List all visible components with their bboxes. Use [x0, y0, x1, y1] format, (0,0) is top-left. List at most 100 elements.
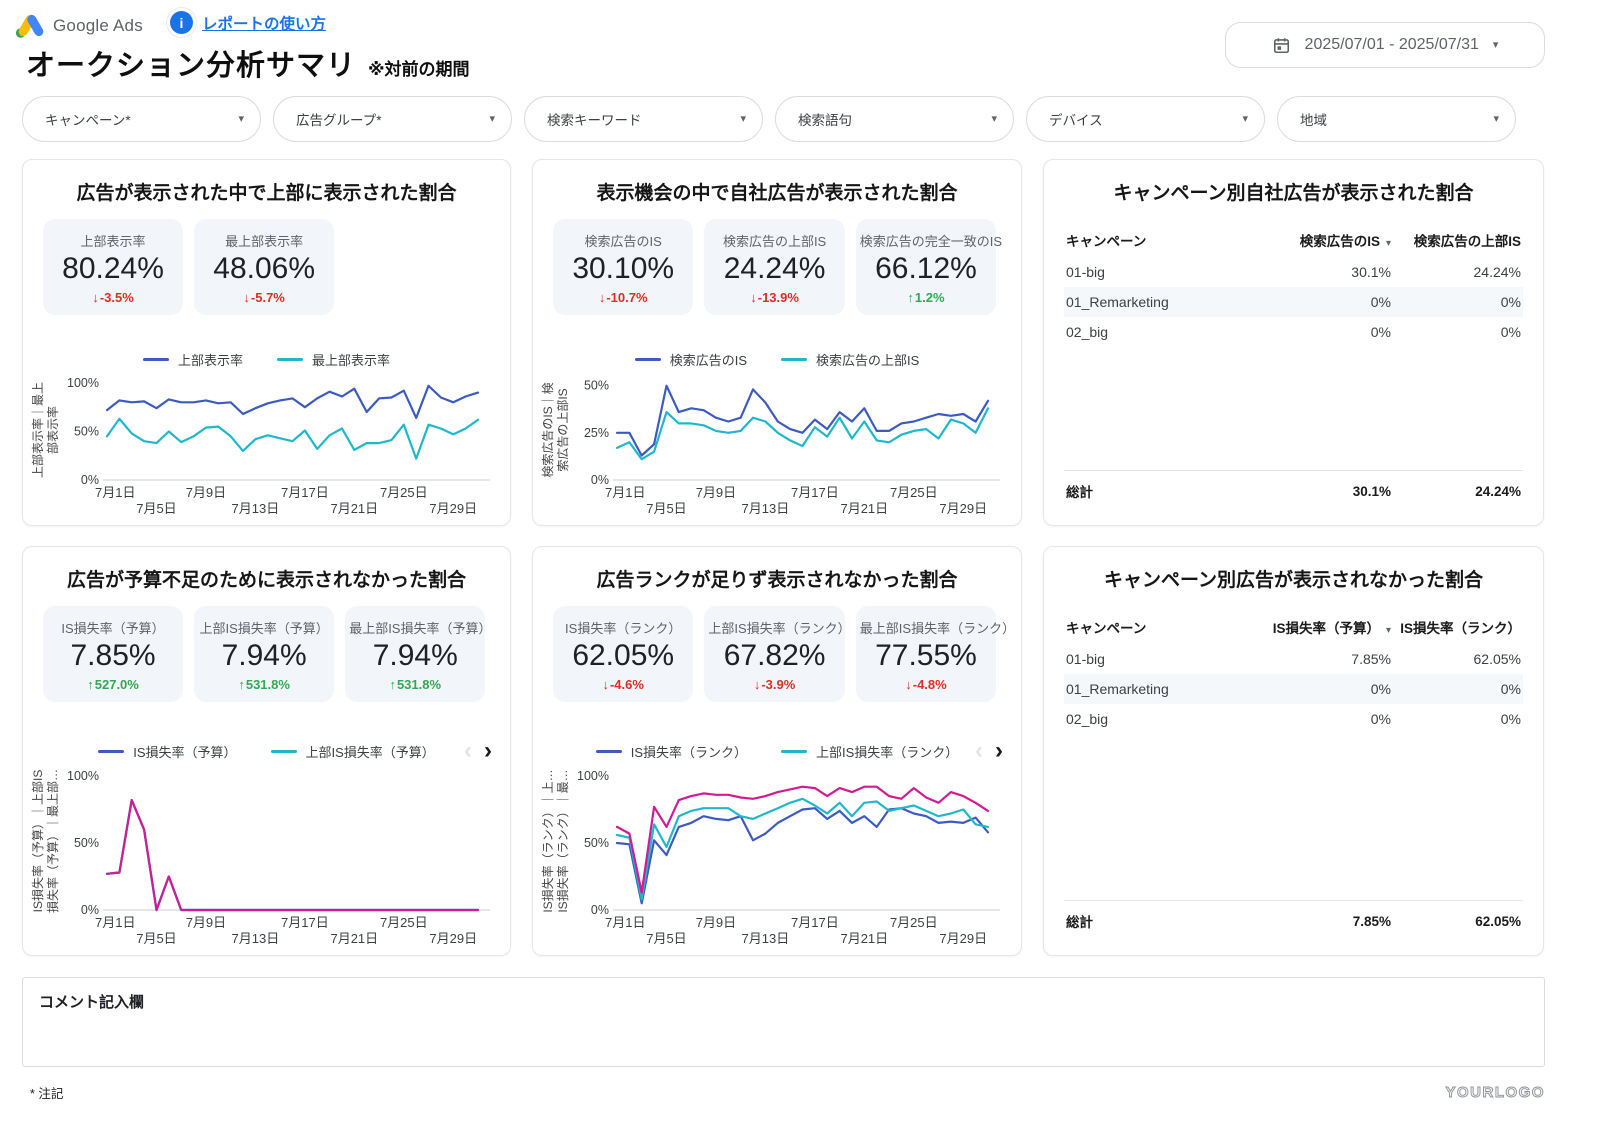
watermark-logo: YOURLOGO	[1445, 1084, 1545, 1102]
line-chart-svg: IS損失率（ランク）｜上… IS損失率（ランク）｜最… 0%50%100%7月1日7…	[540, 769, 1000, 946]
scorecard: IS損失率（予算） 7.85% ↑527.0%	[43, 606, 184, 702]
chart-prev-button[interactable]: ‹	[975, 737, 983, 764]
comment-box[interactable]: コメント記入欄	[22, 977, 1545, 1067]
table-row[interactable]: 01_Remarketing 0% 0%	[1064, 287, 1523, 317]
svg-text:7月1日: 7月1日	[605, 485, 645, 500]
legend-swatch	[781, 749, 807, 753]
svg-text:7月17日: 7月17日	[281, 485, 329, 500]
legend-label: IS損失率（ランク）	[630, 744, 747, 760]
svg-text:7月21日: 7月21日	[840, 501, 888, 516]
scorecard-delta: ↑527.0%	[87, 677, 139, 692]
scorecard-value: 62.05%	[572, 639, 675, 672]
legend-label: 上部表示率	[177, 352, 243, 368]
svg-text:7月5日: 7月5日	[136, 931, 176, 946]
scorecard-value: 67.82%	[723, 639, 826, 672]
table-header-cell[interactable]: 検索広告のIS ▾	[1299, 234, 1391, 249]
legend-item: 上部表示率	[142, 350, 243, 369]
trend-up-icon: ↑	[87, 677, 94, 692]
line-chart-svg: IS損失率（予算）｜上部IS 損失率（予算）｜最上部… 0%50%100%7月1日7…	[30, 769, 490, 946]
filter-chip-label: 検索語句	[798, 113, 852, 128]
chevron-down-icon: ▾	[1492, 38, 1499, 51]
table-row[interactable]: 01_Remarketing 0% 0%	[1064, 674, 1523, 704]
table-header-cell[interactable]: IS損失率（ランク）	[1400, 621, 1521, 636]
legend-item: 上部IS損失率（予算）	[270, 742, 435, 761]
table-header-cell[interactable]: キャンペーン	[1066, 234, 1147, 249]
table-header-cell[interactable]: 検索広告の上部IS	[1413, 234, 1521, 249]
panel-title: 広告ランクが足りず表示されなかった割合	[596, 570, 958, 591]
page-title-row: オークション分析サマリ ※対前の期間	[26, 42, 470, 84]
chart-legend: IS損失率（ランク） 上部IS損失率（ランク） ‹ ›	[563, 739, 1003, 763]
legend-swatch	[781, 357, 807, 361]
filter-chip-2[interactable]: 検索キーワード ▾	[524, 96, 763, 142]
help-link[interactable]: レポートの使い方	[202, 15, 327, 33]
scorecard-value: 77.55%	[875, 639, 977, 672]
filter-chip-5[interactable]: 地域 ▾	[1277, 96, 1516, 142]
svg-text:25%: 25%	[584, 426, 609, 440]
legend-item: 検索広告の上部IS	[781, 350, 919, 369]
legend-label: IS損失率（予算）	[133, 744, 237, 760]
chevron-down-icon: ▾	[1493, 112, 1499, 125]
google-ads-logo-icon	[15, 14, 44, 38]
table-header-cell[interactable]: IS損失率（予算） ▾	[1272, 621, 1391, 636]
filter-chip-3[interactable]: 検索語句 ▾	[775, 96, 1014, 142]
scorecard-label: 検索広告の完全一致のIS	[859, 234, 1003, 249]
scorecard-value: 7.94%	[372, 639, 458, 672]
filter-chip-label: デバイス	[1049, 113, 1103, 128]
filter-chip-0[interactable]: キャンペーン* ▾	[22, 96, 261, 142]
svg-text:IS損失率（予算）｜上部IS: IS損失率（予算）｜上部IS	[30, 770, 45, 913]
scorecard-delta: ↑531.8%	[389, 677, 442, 692]
legend-pager: ‹ ›	[975, 739, 1003, 763]
info-icon: i	[170, 11, 193, 34]
table-total-value: 7.85%	[1352, 913, 1391, 929]
page-subtitle: ※対前の期間	[368, 60, 470, 79]
trend-up-icon: ↑	[238, 677, 245, 692]
line-chart: 上部表示率 最上部表示率 上部表示率｜最上 部表示率 0% 50% 100% 7月1日 7月5日…	[23, 340, 510, 525]
svg-text:7月9日: 7月9日	[696, 485, 736, 500]
scorecard-label: 最上部IS損失率（ランク）	[859, 621, 1016, 636]
svg-text:7月29日: 7月29日	[429, 501, 477, 516]
date-range-picker[interactable]: 2025/07/01 - 2025/07/31 ▾	[1225, 22, 1545, 68]
table-cell-value: 24.24%	[1473, 264, 1521, 280]
table-row[interactable]: 02_big 0% 0%	[1064, 317, 1523, 347]
svg-text:7月25日: 7月25日	[890, 915, 938, 930]
table-cell-campaign: 01_Remarketing	[1066, 294, 1169, 310]
scorecard-value: 24.24%	[723, 252, 826, 285]
line-chart-svg: 上部表示率｜最上 部表示率0%50%100%7月1日7月5日7月9日7月13日7月…	[30, 376, 490, 516]
svg-text:50%: 50%	[74, 836, 99, 850]
svg-text:100%: 100%	[577, 769, 609, 783]
filter-chip-label: 検索キーワード	[547, 113, 642, 128]
scorecard-label: IS損失率（ランク）	[565, 621, 682, 636]
svg-text:IS損失率（ランク）｜最…: IS損失率（ランク）｜最…	[555, 769, 570, 912]
chart-prev-button[interactable]: ‹	[464, 737, 472, 764]
table-row[interactable]: 01-big 7.85% 62.05%	[1064, 644, 1523, 674]
table-row[interactable]: 02_big 0% 0%	[1064, 704, 1523, 734]
chevron-down-icon: ▾	[238, 112, 244, 125]
table-row[interactable]: 01-big 30.1% 24.24%	[1064, 257, 1523, 287]
table-cell-value: 0%	[1370, 681, 1391, 697]
legend-item: 検索広告のIS	[634, 350, 747, 369]
table-total-row: 総計 7.85% 62.05%	[1064, 900, 1523, 941]
chart-next-button[interactable]: ›	[995, 737, 1003, 764]
table-cell-campaign: 01_Remarketing	[1066, 681, 1169, 697]
trend-up-icon: ↑	[907, 290, 914, 305]
trend-down-icon: ↓	[598, 290, 606, 305]
scorecard-value: 66.12%	[875, 252, 977, 285]
table-total-value: 62.05%	[1475, 913, 1521, 929]
dashboard-grid: 広告が表示された中で上部に表示された割合 上部表示率 80.24% ↓-3.5% 最上…	[22, 159, 1612, 956]
filter-chip-4[interactable]: デバイス ▾	[1026, 96, 1265, 142]
scorecard-delta: ↓-3.9%	[753, 677, 796, 692]
filter-chip-1[interactable]: 広告グループ* ▾	[273, 96, 512, 142]
scorecard-label: 上部表示率	[80, 234, 146, 249]
sort-arrow-icon: ▾	[1385, 238, 1391, 249]
scorecard: 最上部IS損失率（ランク） 77.55% ↓-4.8%	[855, 606, 1016, 702]
chart-next-button[interactable]: ›	[484, 737, 492, 764]
table-cell-value: 30.1%	[1351, 264, 1391, 280]
svg-text:7月9日: 7月9日	[186, 915, 226, 930]
table-header-cell[interactable]: キャンペーン	[1066, 621, 1147, 636]
svg-text:0%: 0%	[81, 473, 99, 487]
table-cell-campaign: 02_big	[1066, 324, 1109, 340]
scorecard: 検索広告のIS 30.10% ↓-10.7%	[553, 219, 694, 315]
scorecard: IS損失率（ランク） 62.05% ↓-4.6%	[553, 606, 694, 702]
svg-text:0%: 0%	[591, 903, 609, 917]
filter-chip-label: 広告グループ*	[296, 113, 382, 128]
